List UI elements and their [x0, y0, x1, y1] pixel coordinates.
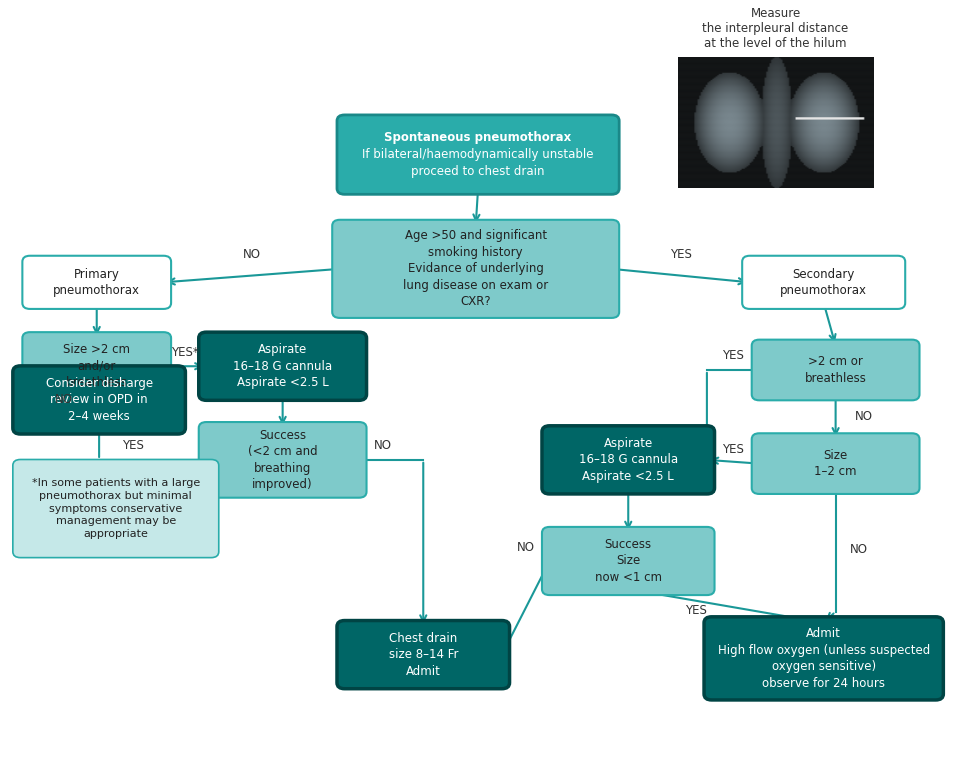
- Text: Primary
pneumothorax: Primary pneumothorax: [53, 268, 140, 297]
- FancyBboxPatch shape: [12, 460, 219, 557]
- FancyBboxPatch shape: [742, 255, 905, 309]
- FancyBboxPatch shape: [22, 332, 171, 400]
- Text: Age >50 and significant
smoking history
Evidance of underlying
lung disease on e: Age >50 and significant smoking history …: [403, 229, 548, 308]
- FancyBboxPatch shape: [704, 617, 944, 700]
- FancyBboxPatch shape: [542, 527, 714, 595]
- Text: Consider disharge
review in OPD in
2–4 weeks: Consider disharge review in OPD in 2–4 w…: [45, 377, 153, 423]
- Text: If bilateral/haemodynamically unstable: If bilateral/haemodynamically unstable: [362, 148, 594, 161]
- Text: Success
Size
now <1 cm: Success Size now <1 cm: [595, 538, 661, 584]
- Text: NO: NO: [516, 540, 535, 553]
- Text: Measure
the interpleural distance
at the level of the hilum: Measure the interpleural distance at the…: [703, 7, 849, 50]
- FancyBboxPatch shape: [752, 340, 920, 400]
- Text: Size
1–2 cm: Size 1–2 cm: [814, 449, 857, 478]
- Text: Size >2 cm
and/or
breathless: Size >2 cm and/or breathless: [63, 343, 131, 389]
- Text: Aspirate
16–18 G cannula
Aspirate <2.5 L: Aspirate 16–18 G cannula Aspirate <2.5 L: [233, 343, 332, 389]
- FancyBboxPatch shape: [337, 621, 510, 689]
- Text: YES: YES: [670, 248, 691, 262]
- Text: Spontaneous pneumothorax: Spontaneous pneumothorax: [384, 132, 572, 144]
- FancyBboxPatch shape: [542, 426, 714, 494]
- Text: >2 cm or
breathless: >2 cm or breathless: [804, 355, 867, 385]
- Text: *In some patients with a large
pneumothorax but minimal
symptoms conservative
ma: *In some patients with a large pneumotho…: [32, 478, 200, 539]
- Text: NO: NO: [854, 410, 873, 423]
- Text: Secondary
pneumothorax: Secondary pneumothorax: [780, 268, 867, 297]
- Text: proceed to chest drain: proceed to chest drain: [411, 165, 545, 178]
- Text: YES*: YES*: [171, 346, 199, 358]
- FancyBboxPatch shape: [199, 332, 367, 400]
- Text: NO: NO: [243, 248, 261, 262]
- Text: YES: YES: [685, 604, 708, 617]
- FancyBboxPatch shape: [337, 115, 619, 194]
- Text: Aspirate
16–18 G cannula
Aspirate <2.5 L: Aspirate 16–18 G cannula Aspirate <2.5 L: [579, 437, 678, 483]
- FancyBboxPatch shape: [199, 422, 367, 498]
- FancyBboxPatch shape: [12, 366, 185, 434]
- Text: NO: NO: [55, 392, 73, 406]
- Text: Admit
High flow oxygen (unless suspected
oxygen sensitive)
observe for 24 hours: Admit High flow oxygen (unless suspected…: [717, 627, 930, 690]
- Text: YES: YES: [722, 444, 744, 456]
- Text: Success
(<2 cm and
breathing
improved): Success (<2 cm and breathing improved): [248, 429, 318, 491]
- Text: YES: YES: [122, 440, 143, 452]
- Text: NO: NO: [850, 543, 868, 557]
- FancyBboxPatch shape: [22, 255, 171, 309]
- Text: YES: YES: [722, 350, 744, 362]
- Text: Chest drain
size 8–14 Fr
Admit: Chest drain size 8–14 Fr Admit: [389, 632, 458, 677]
- FancyBboxPatch shape: [752, 433, 920, 494]
- Text: NO: NO: [373, 440, 392, 452]
- FancyBboxPatch shape: [332, 220, 619, 318]
